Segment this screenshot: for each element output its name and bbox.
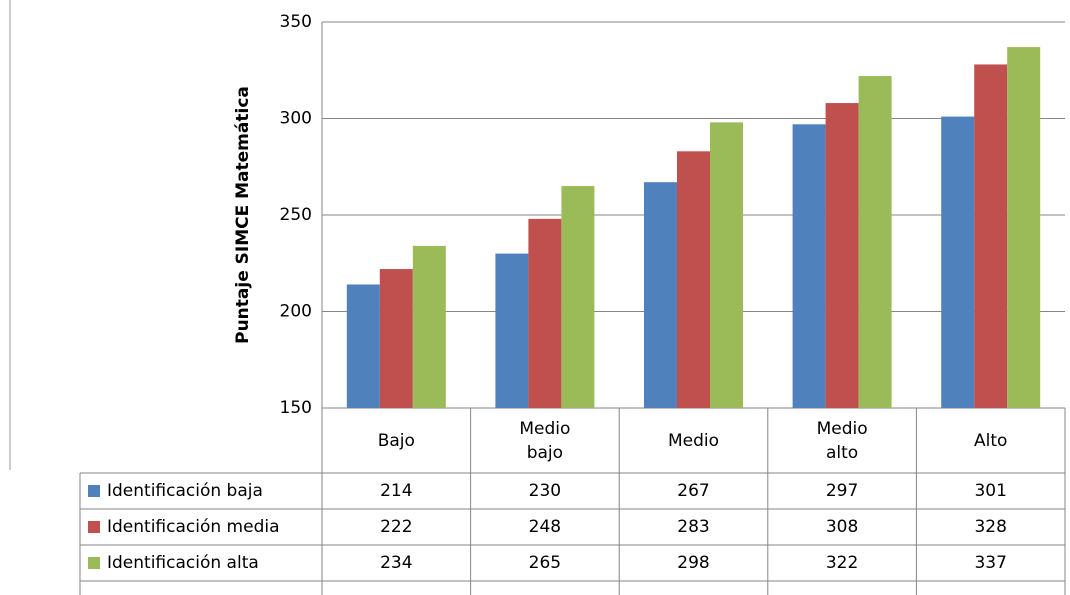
y-axis-label: Puntaje SIMCE Matemática bbox=[233, 86, 253, 344]
bar bbox=[346, 284, 380, 408]
table-value: 283 bbox=[677, 517, 709, 537]
bar bbox=[528, 218, 562, 408]
table-value: 265 bbox=[529, 553, 561, 573]
y-tick-label: 300 bbox=[280, 109, 312, 129]
bar bbox=[379, 269, 413, 408]
category-label: Bajo bbox=[322, 408, 471, 473]
table-value: 230 bbox=[529, 481, 561, 501]
y-tick-label: 250 bbox=[280, 205, 312, 225]
legend-swatch bbox=[88, 521, 100, 533]
table-value: 298 bbox=[677, 553, 709, 573]
bar bbox=[561, 186, 595, 408]
bar bbox=[974, 64, 1008, 409]
bar bbox=[495, 253, 529, 408]
category-text: Medio bajo bbox=[519, 418, 571, 463]
legend-swatch bbox=[88, 557, 100, 569]
category-label: Medio alto bbox=[768, 408, 917, 473]
bar bbox=[941, 116, 975, 408]
bar bbox=[644, 182, 677, 408]
category-text: Bajo bbox=[377, 430, 415, 451]
category-label: Medio bbox=[619, 408, 768, 473]
table-value: 214 bbox=[380, 481, 412, 501]
category-label: Alto bbox=[916, 408, 1065, 473]
legend-label: Identificación baja bbox=[107, 481, 263, 501]
bar bbox=[1007, 47, 1041, 409]
category-text: Medio alto bbox=[816, 418, 868, 463]
y-tick-label: 350 bbox=[280, 12, 312, 32]
legend-label: Identificación media bbox=[107, 517, 280, 537]
table-value: 301 bbox=[974, 481, 1006, 501]
table-value: 267 bbox=[677, 481, 709, 501]
y-tick-label: 200 bbox=[280, 302, 312, 322]
table-value: 308 bbox=[826, 517, 858, 537]
bar bbox=[677, 151, 710, 408]
bar bbox=[858, 76, 892, 408]
bar bbox=[412, 245, 446, 408]
bar bbox=[792, 124, 826, 408]
bar bbox=[710, 122, 743, 409]
category-text: Alto bbox=[973, 430, 1008, 451]
legend-swatch bbox=[88, 485, 100, 497]
legend-label: Identificación alta bbox=[107, 553, 259, 573]
category-text: Medio bbox=[667, 430, 719, 451]
table-value: 322 bbox=[826, 553, 858, 573]
table-value: 248 bbox=[529, 517, 561, 537]
table-value: 328 bbox=[974, 517, 1006, 537]
table-value: 234 bbox=[380, 553, 412, 573]
category-label: Medio bajo bbox=[471, 408, 620, 473]
table-value: 337 bbox=[974, 553, 1006, 573]
bar bbox=[825, 103, 859, 408]
table-value: 297 bbox=[826, 481, 858, 501]
y-tick-label: 150 bbox=[280, 398, 312, 418]
table-value: 222 bbox=[380, 517, 412, 537]
